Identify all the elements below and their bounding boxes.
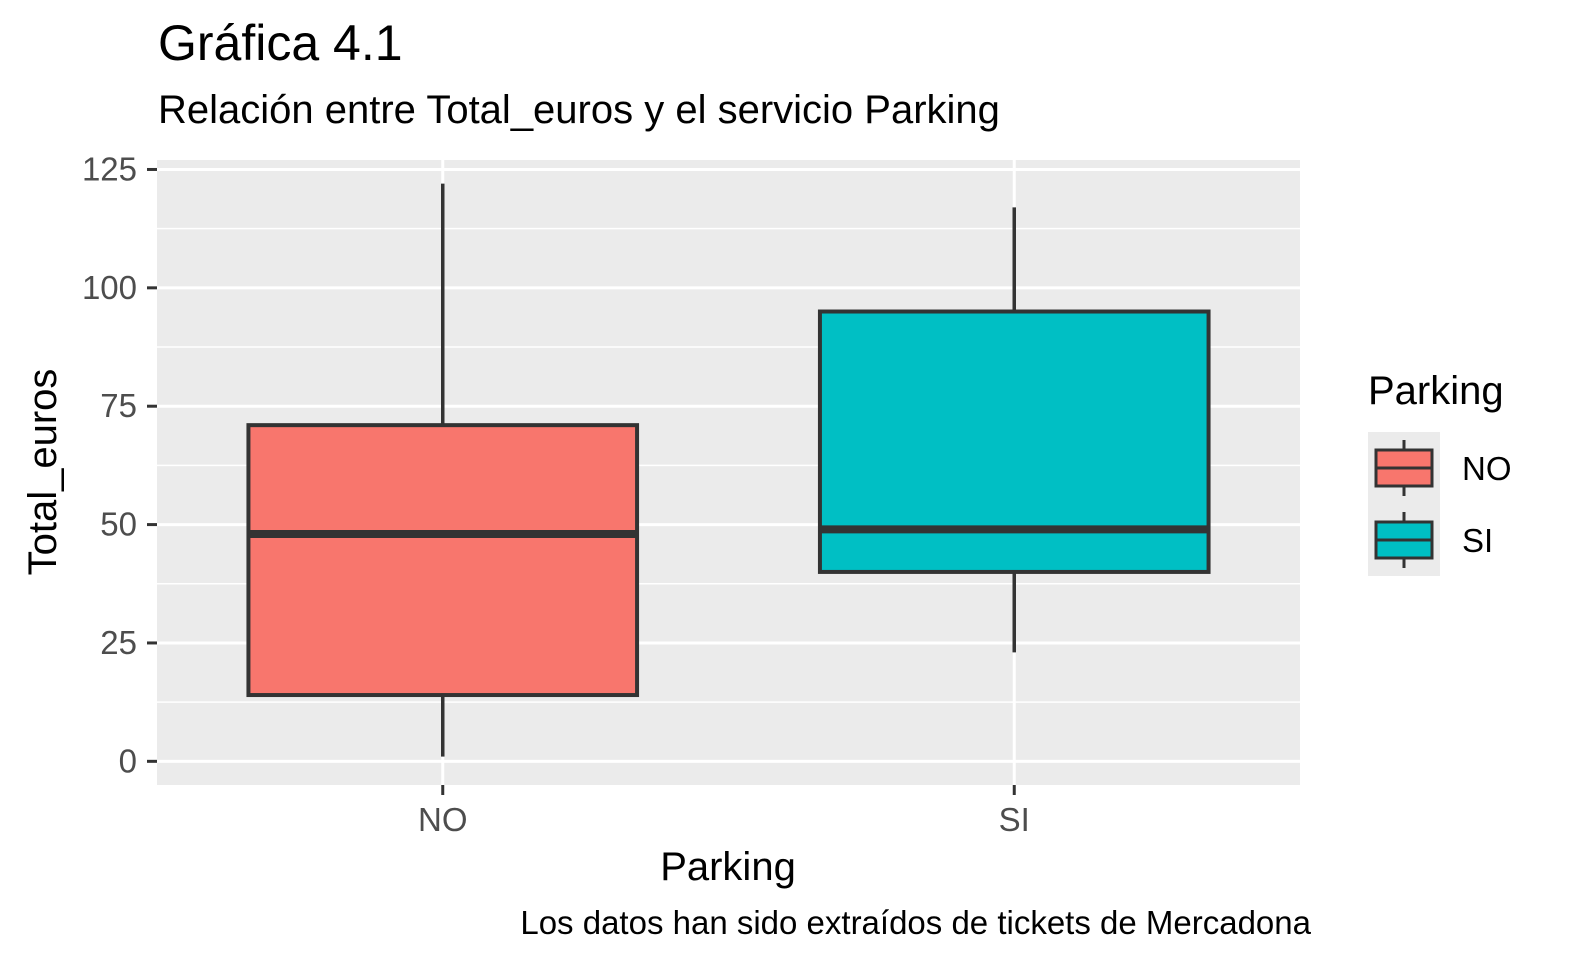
- legend-label: NO: [1462, 450, 1512, 487]
- y-tick-label: 100: [82, 269, 137, 306]
- y-axis-title: Total_euros: [21, 369, 65, 576]
- legend: Parking NO SI: [1368, 369, 1512, 576]
- box-no: [246, 183, 640, 757]
- chart-subtitle: Relación entre Total_euros y el servicio…: [158, 88, 1000, 132]
- y-tick-label: 50: [100, 506, 137, 543]
- y-tick-label: 25: [100, 624, 137, 661]
- y-tick-label: 0: [119, 742, 137, 779]
- box-body: [246, 423, 640, 698]
- legend-item-no: NO: [1374, 440, 1512, 496]
- y-tick-label: 75: [100, 387, 137, 424]
- legend-title: Parking: [1368, 369, 1504, 413]
- chart-title: Gráfica 4.1: [158, 15, 403, 71]
- axes-layer: 0 25 50 75 100 125 NO SI: [82, 150, 1030, 838]
- y-tick-label: 125: [82, 150, 137, 187]
- x-axis-title: Parking: [660, 845, 796, 889]
- legend-label: SI: [1462, 522, 1493, 559]
- x-tick-label: SI: [999, 801, 1030, 838]
- boxes-layer: [246, 183, 1211, 757]
- x-tick-label: NO: [418, 801, 468, 838]
- box-si: [817, 207, 1211, 653]
- chart-caption: Los datos han sido extraídos de tickets …: [520, 904, 1311, 941]
- legend-item-si: SI: [1374, 512, 1493, 568]
